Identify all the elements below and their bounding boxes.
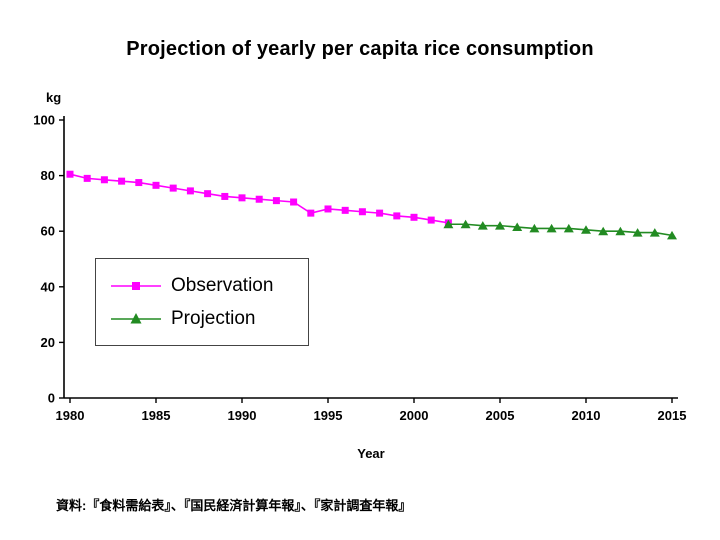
svg-text:20: 20	[41, 335, 55, 350]
projection-triangle-marker-icon	[110, 311, 162, 327]
svg-text:2005: 2005	[486, 408, 515, 423]
svg-text:2000: 2000	[400, 408, 429, 423]
legend-entry-observation: Observation	[110, 275, 308, 297]
source-note: 資料:『食料需給表』、『国民経済計算年報』、『家計調査年報』	[56, 498, 412, 513]
svg-text:40: 40	[41, 279, 55, 294]
x-axis-title: Year	[357, 446, 385, 461]
legend-label-observation: Observation	[171, 274, 274, 296]
svg-text:100: 100	[33, 113, 55, 128]
svg-text:2015: 2015	[658, 408, 687, 423]
svg-text:1980: 1980	[56, 408, 85, 423]
observation-square-marker-icon	[110, 278, 162, 294]
chart-legend: Observation Projection	[95, 258, 309, 346]
svg-text:1995: 1995	[314, 408, 343, 423]
svg-text:1990: 1990	[228, 408, 257, 423]
svg-text:0: 0	[48, 391, 55, 406]
legend-entry-projection: Projection	[110, 308, 308, 330]
svg-text:60: 60	[41, 224, 55, 239]
svg-text:2010: 2010	[572, 408, 601, 423]
svg-text:1985: 1985	[142, 408, 171, 423]
chart-title: Projection of yearly per capita rice con…	[126, 38, 594, 60]
y-axis-unit-label: kg	[46, 90, 62, 105]
legend-label-projection: Projection	[171, 307, 256, 329]
svg-text:80: 80	[41, 168, 55, 183]
